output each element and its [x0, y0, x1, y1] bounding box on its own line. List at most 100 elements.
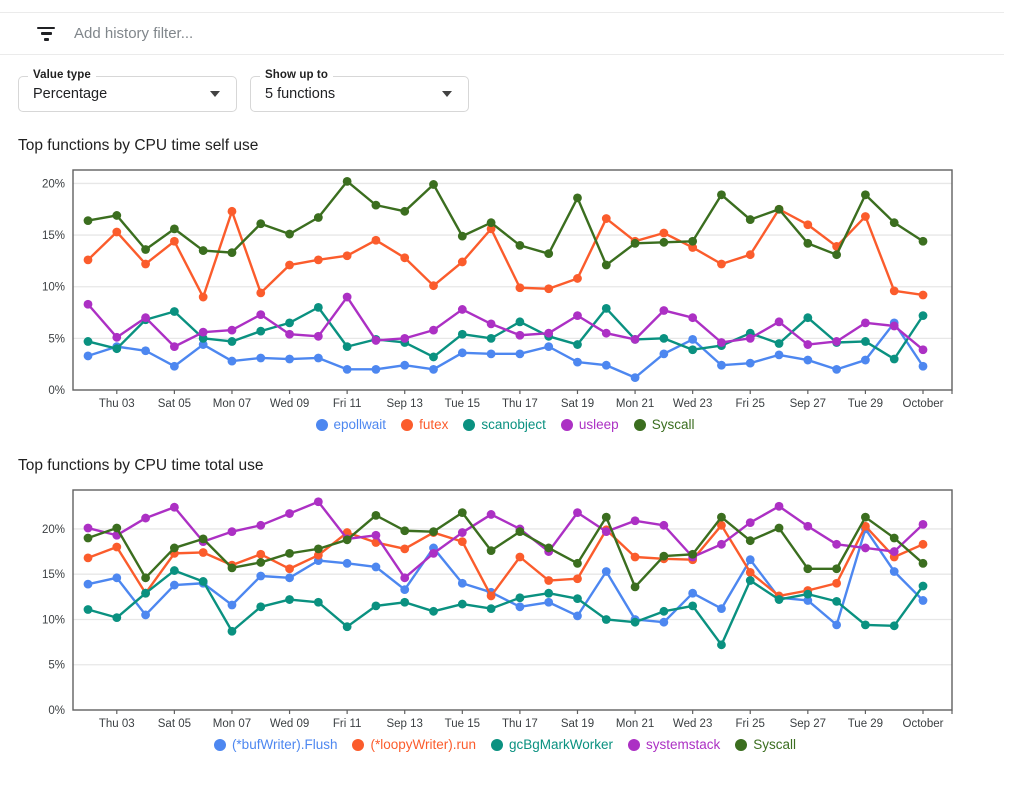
legend-item-futex[interactable]: futex — [401, 417, 448, 432]
Syscall-point — [486, 546, 496, 556]
legend-dot-icon — [633, 418, 646, 431]
dropdown-arrow-icon — [442, 91, 452, 97]
legend-item-gcBgMarkWorker[interactable]: gcBgMarkWorker — [491, 737, 613, 752]
chart-controls: Value type Percentage Show up to 5 funct… — [18, 69, 1030, 112]
gcBgMarkWorker-point — [227, 626, 237, 636]
legend-item-scanobject[interactable]: scanobject — [463, 417, 546, 432]
Syscall-point — [141, 245, 150, 254]
Syscall-point — [688, 236, 698, 246]
epollwait-point — [717, 360, 726, 370]
gcBgMarkWorker-point — [112, 613, 122, 623]
futex-point — [918, 290, 928, 300]
legend-item-(*bufWriter).Flush[interactable]: (*bufWriter).Flush — [213, 737, 338, 752]
Syscall-point — [169, 543, 179, 553]
legend-item-usleep[interactable]: usleep — [560, 417, 619, 432]
epollwait-point — [803, 355, 813, 365]
systemstack-point — [83, 523, 93, 533]
x-axis-tick-label: October — [903, 718, 944, 730]
Syscall-line — [87, 180, 924, 267]
epollwait-point — [371, 364, 381, 374]
scanobject-point — [486, 333, 496, 343]
gcBgMarkWorker-point — [342, 622, 352, 632]
legend-label: systemstack — [646, 737, 721, 752]
y-axis-tick-label: 20% — [42, 178, 65, 190]
futex-point — [573, 274, 582, 283]
Syscall-point — [630, 238, 640, 248]
y-axis-tick-label: 0% — [48, 705, 65, 717]
systemstack-point — [861, 543, 870, 553]
usleep-point — [544, 328, 554, 338]
usleep-point — [457, 305, 467, 314]
dropdown-arrow-icon — [210, 91, 220, 97]
Syscall-point — [256, 219, 266, 229]
show-up-to-value: 5 functions — [265, 86, 336, 102]
Syscall-point — [400, 526, 410, 536]
history-filter-bar — [0, 13, 1030, 54]
value-type-value: Percentage — [33, 86, 108, 102]
(*loopyWriter).run-point — [745, 567, 755, 577]
Syscall-point — [256, 558, 266, 567]
legend-item-Syscall[interactable]: Syscall — [735, 737, 796, 752]
(*bufWriter).Flush-point — [745, 555, 755, 565]
systemstack-point — [630, 516, 640, 526]
scanobject-point — [659, 333, 669, 343]
scanobject-point — [429, 352, 438, 362]
legend-item-epollwait[interactable]: epollwait — [315, 417, 386, 432]
futex-point — [371, 235, 381, 245]
usleep-point — [803, 340, 813, 349]
y-axis-tick-label: 15% — [42, 569, 65, 581]
(*loopyWriter).run-point — [486, 591, 496, 601]
legend-dot-icon — [491, 738, 503, 751]
plot-frame — [72, 169, 953, 391]
y-axis-tick-label: 10% — [42, 614, 65, 626]
epollwait-point — [227, 356, 237, 366]
systemstack-point — [918, 520, 928, 529]
gcBgMarkWorker-point — [371, 601, 381, 611]
usleep-point — [717, 338, 726, 347]
Syscall-point — [918, 558, 928, 568]
x-axis-tick-label: Sat 19 — [561, 718, 594, 730]
usleep-point — [141, 313, 150, 323]
history-filter-input[interactable] — [74, 25, 594, 42]
futex-point — [285, 260, 294, 270]
futex-point — [717, 259, 726, 269]
legend-item-Syscall[interactable]: Syscall — [633, 417, 694, 432]
gcBgMarkWorker-point — [515, 593, 525, 603]
legend-dot-icon — [560, 418, 573, 431]
Syscall-point — [803, 564, 813, 574]
(*bufWriter).Flush-point — [573, 611, 582, 621]
systemstack-point — [573, 508, 582, 518]
epollwait-point — [342, 364, 352, 374]
Syscall-line — [87, 511, 924, 589]
futex-point — [227, 206, 237, 216]
(*loopyWriter).run-point — [861, 521, 870, 531]
(*loopyWriter).run-point — [313, 550, 323, 560]
usleep-point — [515, 330, 525, 340]
Syscall-point — [371, 200, 381, 210]
Syscall-point — [889, 533, 899, 543]
(*bufWriter).Flush-point — [688, 588, 698, 598]
Syscall-point — [285, 229, 294, 239]
chart-section-total-use: Top functions by CPU time total use 0% 5%… — [0, 457, 1030, 752]
Syscall-point — [889, 218, 899, 228]
x-axis-tick-label: Tue 29 — [848, 718, 883, 730]
legend-label: (*bufWriter).Flush — [231, 737, 338, 752]
gcBgMarkWorker-point — [83, 605, 93, 614]
scanobject-point — [169, 307, 179, 316]
epollwait-point — [861, 355, 870, 365]
show-up-to-select[interactable]: Show up to 5 functions — [250, 69, 469, 112]
epollwait-point — [688, 334, 698, 344]
legend-item-systemstack[interactable]: systemstack — [628, 737, 720, 752]
usleep-point — [889, 321, 899, 331]
futex-point — [112, 227, 122, 237]
Syscall-point — [371, 510, 381, 520]
systemstack-point — [717, 539, 726, 549]
(*loopyWriter).run-point — [573, 574, 582, 584]
gcBgMarkWorker-point — [659, 606, 669, 616]
x-axis-tick-label: Tue 15 — [445, 398, 480, 410]
legend-item-(*loopyWriter).run[interactable]: (*loopyWriter).run — [352, 737, 476, 752]
legend-dot-icon — [315, 418, 328, 431]
value-type-select[interactable]: Value type Percentage — [18, 69, 237, 112]
filter-bar-divider — [0, 54, 1004, 55]
futex-point — [515, 283, 525, 293]
